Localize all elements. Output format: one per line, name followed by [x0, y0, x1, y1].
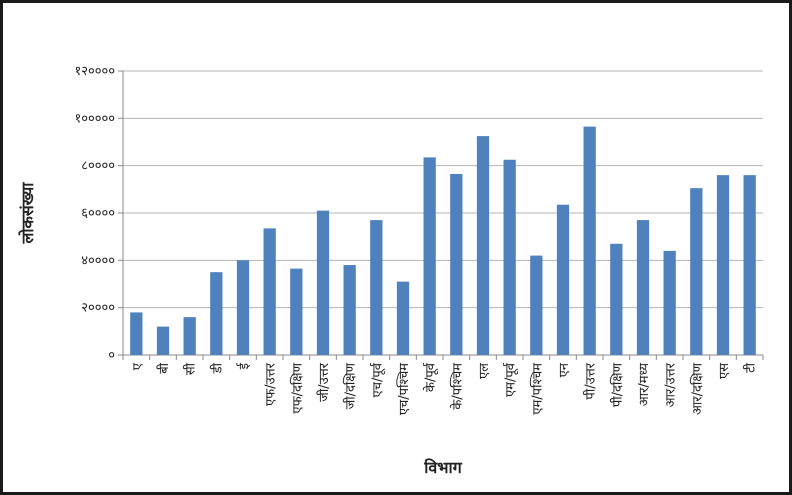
bar — [396, 281, 410, 355]
bar — [210, 272, 223, 355]
bar — [290, 268, 303, 355]
bars — [130, 126, 756, 355]
bar — [663, 250, 676, 355]
x-tick-label: ए — [130, 362, 145, 370]
bar — [236, 260, 250, 355]
x-tick-label: डी — [209, 362, 225, 374]
bar — [183, 317, 196, 355]
bar — [316, 210, 330, 355]
x-axis-title: विभाग — [423, 458, 462, 477]
x-tick-label: सी — [183, 362, 199, 375]
x-tick-label: एफ/दक्षिण — [289, 362, 305, 413]
y-tick-label: १२०००० — [74, 64, 115, 79]
bar — [636, 220, 650, 355]
x-tick-label: बी — [156, 362, 172, 373]
y-tick-labels: ० २०००० ४०००० ६०००० ८०००० १००००० १२०००० — [74, 64, 115, 363]
x-tick-label: एम/पूर्व — [503, 362, 519, 397]
x-tick-label: एम/पश्चिम — [529, 363, 545, 415]
bar — [130, 312, 143, 355]
y-tick-label: ८०००० — [81, 159, 115, 174]
y-tick-label: २०००० — [81, 301, 115, 316]
x-tick-label: आर/उत्तर — [664, 362, 679, 407]
x-tick-label: एस — [717, 363, 732, 379]
x-tick-label: जी/दक्षिण — [343, 362, 359, 409]
x-tick-label: के/पूर्व — [423, 362, 439, 392]
x-tick-label: पी/उत्तर — [583, 362, 599, 399]
bar — [263, 228, 276, 355]
bar — [450, 173, 463, 355]
bar — [556, 204, 570, 355]
bar — [503, 159, 516, 355]
y-tick-label: ० — [108, 348, 115, 363]
bar — [530, 255, 543, 355]
axes — [118, 70, 764, 360]
bar — [423, 157, 436, 355]
bar — [690, 188, 703, 355]
y-tick-label: १००००० — [74, 111, 115, 126]
gridlines — [123, 70, 763, 309]
x-tick-labels: ए बी सी डी ई एफ/उत्तर एफ/दक्षिण जी/उत्तर जी/दक्ष… — [130, 362, 758, 415]
x-tick-label: एच/पूर्व — [369, 362, 385, 397]
x-tick-label: आर/मध्य — [637, 363, 652, 407]
bar — [343, 265, 356, 355]
y-axis-title: लोकसंख्या — [18, 182, 37, 245]
x-tick-label: जी/उत्तर — [316, 362, 332, 401]
x-tick-label: एफ/उत्तर — [264, 362, 279, 406]
x-tick-label: पी/दक्षिण — [609, 362, 625, 407]
x-tick-label: टी — [743, 362, 759, 373]
bar — [156, 326, 170, 355]
bar — [476, 136, 490, 355]
x-tick-label: ई — [236, 362, 252, 369]
x-tick-label: के/पश्चिम — [449, 363, 465, 410]
bar — [610, 243, 623, 355]
y-tick-label: ६०००० — [81, 206, 115, 221]
x-tick-label: एच/पश्चिम — [396, 363, 412, 415]
x-tick-label: एन — [557, 362, 572, 377]
bar — [583, 126, 596, 355]
x-tick-label: एल — [477, 363, 492, 379]
bar — [743, 175, 756, 355]
y-tick-label: ४०००० — [81, 253, 115, 268]
bar-chart: ० २०००० ४०००० ६०००० ८०००० १००००० १२०००० ए बी सी ड… — [18, 64, 764, 477]
bar — [370, 220, 383, 355]
x-tick-label: आर/दक्षिण — [689, 362, 705, 415]
bar — [716, 175, 730, 355]
